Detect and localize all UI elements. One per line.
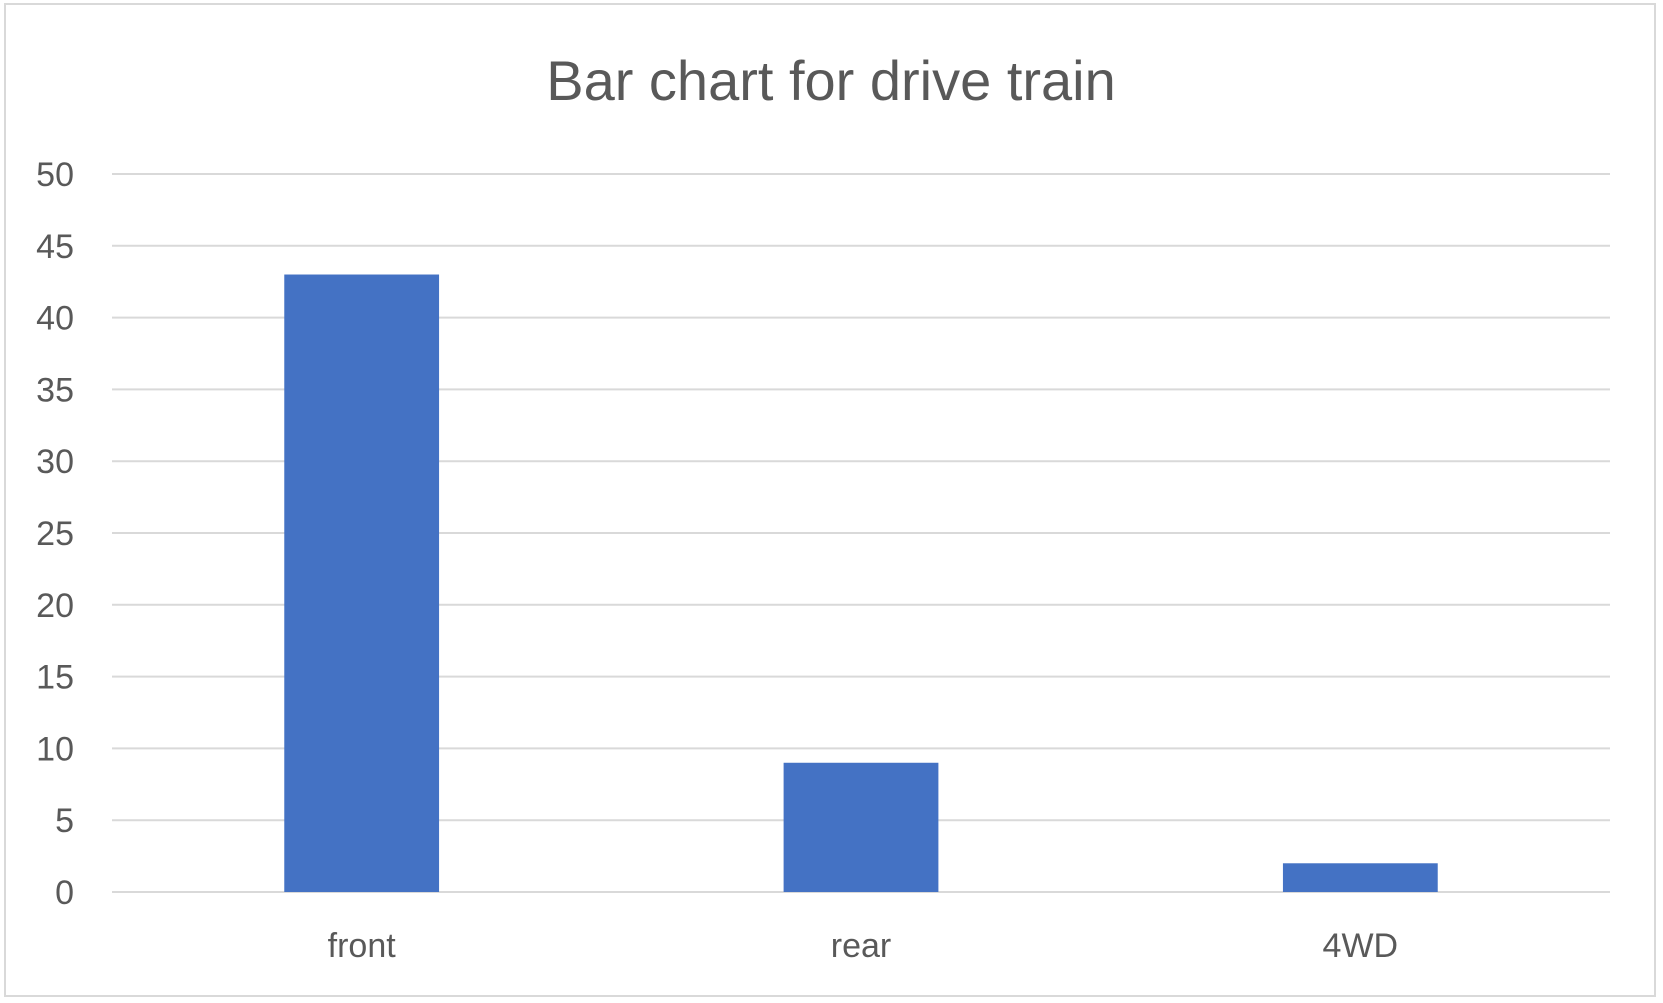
- y-tick-label: 30: [36, 443, 74, 481]
- y-tick-label: 20: [36, 587, 74, 625]
- x-tick-label-rear: rear: [831, 927, 891, 965]
- bar-4wd: [1282, 863, 1438, 892]
- y-tick-label: 15: [36, 659, 74, 697]
- bar-front: [284, 274, 440, 892]
- x-tick-label-4wd: 4WD: [1323, 927, 1399, 965]
- y-tick-label: 0: [55, 874, 74, 912]
- y-tick-label: 50: [36, 156, 74, 194]
- y-axis-tick-labels: 0 5 10 15 20 25 30 35 40 45 50: [36, 156, 74, 912]
- y-tick-label: 45: [36, 228, 74, 266]
- y-tick-label: 35: [36, 371, 74, 409]
- y-tick-label: 10: [36, 730, 74, 768]
- y-tick-label: 25: [36, 515, 74, 553]
- x-axis-tick-labels: front rear 4WD: [328, 927, 1398, 965]
- chart-title: Bar chart for drive train: [546, 49, 1116, 112]
- bar-rear: [783, 762, 939, 892]
- x-tick-label-front: front: [328, 927, 397, 965]
- y-tick-label: 5: [55, 802, 74, 840]
- bars: [284, 274, 1438, 892]
- y-tick-label: 40: [36, 300, 74, 338]
